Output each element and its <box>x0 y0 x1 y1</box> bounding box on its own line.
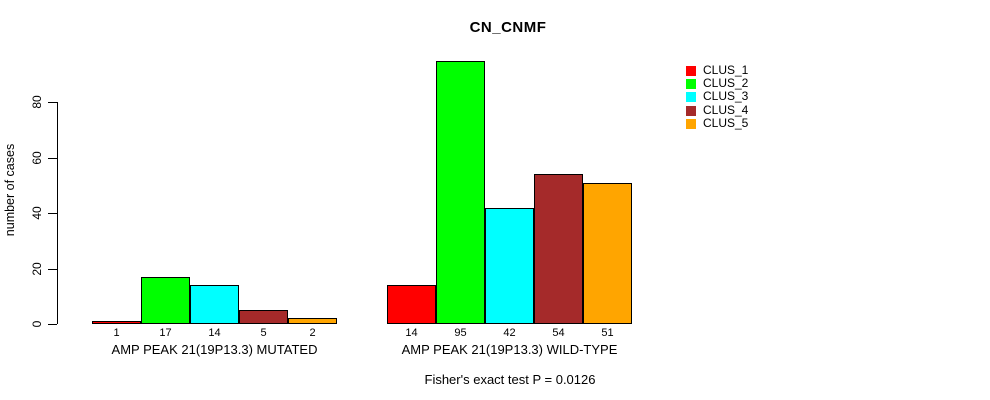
bar <box>387 285 436 324</box>
legend-label: CLUS_4 <box>703 103 749 117</box>
bar-value-label: 14 <box>405 327 418 339</box>
bar <box>92 321 141 324</box>
y-tick-label: 0 <box>30 320 44 328</box>
bar <box>583 183 632 324</box>
y-tick <box>48 158 57 159</box>
y-tick-label: 40 <box>30 206 44 220</box>
legend-swatch <box>686 66 696 76</box>
bar-value-label: 14 <box>208 327 221 339</box>
y-axis-line <box>57 102 58 324</box>
y-tick <box>48 213 57 214</box>
bar-value-label: 42 <box>503 327 516 339</box>
bar <box>190 285 239 324</box>
bar <box>141 277 190 324</box>
legend-swatch <box>686 92 696 102</box>
legend-swatch <box>686 119 696 129</box>
bar <box>485 208 534 324</box>
bar-value-label: 17 <box>159 327 172 339</box>
bar-value-label: 2 <box>309 327 316 339</box>
y-tick-label: 20 <box>30 262 44 276</box>
legend-label: CLUS_2 <box>703 76 749 90</box>
legend-swatch <box>686 79 696 89</box>
bar-value-label: 5 <box>260 327 267 339</box>
y-axis-label: number of cases <box>3 143 17 237</box>
y-tick <box>48 324 57 325</box>
bar <box>288 318 337 324</box>
bar <box>239 310 288 324</box>
bar <box>436 61 485 324</box>
legend-label: CLUS_3 <box>703 89 749 103</box>
bar-value-label: 1 <box>113 327 120 339</box>
y-tick <box>48 102 57 103</box>
x-axis-group-label: AMP PEAK 21(19P13.3) MUTATED <box>111 342 318 357</box>
bar-value-label: 54 <box>552 327 565 339</box>
bar <box>534 174 583 324</box>
y-tick <box>48 269 57 270</box>
y-tick-label: 60 <box>30 151 44 165</box>
x-axis-group-label: AMP PEAK 21(19P13.3) WILD-TYPE <box>401 342 618 357</box>
bar-value-label: 51 <box>601 327 614 339</box>
fisher-test-footnote: Fisher's exact test P = 0.0126 <box>424 372 596 387</box>
legend-label: CLUS_5 <box>703 116 749 130</box>
chart-title: CN_CNMF <box>469 19 547 36</box>
legend-label: CLUS_1 <box>703 63 749 77</box>
y-tick-label: 80 <box>30 95 44 109</box>
bar-value-label: 95 <box>454 327 467 339</box>
legend-swatch <box>686 106 696 116</box>
